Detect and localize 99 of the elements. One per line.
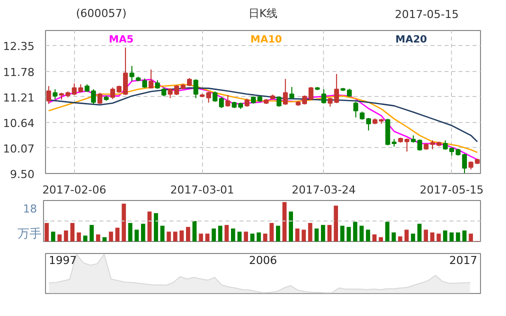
bar <box>385 222 390 242</box>
bar <box>346 226 351 242</box>
bar <box>64 230 68 242</box>
chart-title: (600057) <box>76 7 127 20</box>
bar <box>276 226 280 242</box>
bar <box>270 222 274 242</box>
bar <box>449 232 454 242</box>
bar <box>398 236 402 242</box>
bar <box>76 232 81 242</box>
bar <box>108 232 114 242</box>
y-tick-label: 11.21 <box>3 91 35 104</box>
y-axis-title: 万手 <box>17 226 42 241</box>
bar <box>83 236 88 242</box>
bar <box>392 232 396 242</box>
y-tick-label: 11.78 <box>3 66 35 79</box>
bar <box>70 222 75 242</box>
bar <box>282 202 287 242</box>
bar <box>212 228 216 242</box>
bar <box>166 232 171 242</box>
bar <box>263 234 268 242</box>
bar <box>366 230 370 242</box>
x-tick-label: 2017-05-15 <box>420 184 484 196</box>
bar <box>128 222 132 242</box>
bar <box>468 234 473 242</box>
y-tick-label: 12.35 <box>3 40 35 54</box>
bar <box>96 234 100 242</box>
text: MA10 <box>250 34 282 46</box>
bar <box>205 234 210 242</box>
bar <box>154 213 158 242</box>
bar <box>244 232 248 242</box>
bar <box>51 232 56 242</box>
y-tick-label: 10.64 <box>3 116 35 130</box>
candlestick <box>46 86 52 105</box>
text: 2017-05-15 <box>394 8 459 21</box>
bar <box>122 204 126 242</box>
x-tick-label: 2006 <box>249 254 278 268</box>
bar <box>288 212 294 242</box>
bar <box>456 232 460 242</box>
x-tick-label: 1997 <box>48 254 77 268</box>
candlestick <box>52 88 58 100</box>
bar <box>134 230 139 242</box>
bar <box>160 226 164 242</box>
bar <box>141 224 146 242</box>
bar <box>186 226 190 242</box>
bar <box>360 226 364 242</box>
candlestick <box>282 78 288 106</box>
text: MA5 <box>108 34 134 46</box>
bar <box>320 224 326 242</box>
bar <box>340 226 344 242</box>
bar <box>180 230 184 242</box>
bar <box>404 230 409 242</box>
x-tick-label: 2017-03-24 <box>292 184 356 196</box>
bar <box>436 234 441 242</box>
bar <box>424 230 428 242</box>
candlestick <box>97 92 102 105</box>
bar <box>44 222 49 242</box>
bar <box>353 222 358 242</box>
bar <box>308 222 312 242</box>
bar <box>417 224 422 242</box>
bar <box>250 234 254 242</box>
bar <box>295 228 300 242</box>
candlestick <box>353 101 358 118</box>
bar <box>173 232 178 242</box>
bar <box>224 224 229 242</box>
candlestick <box>142 78 148 88</box>
bar <box>198 234 204 242</box>
y-tick-label: 10.07 <box>3 142 35 156</box>
x-tick-label: 2017-03-01 <box>170 184 234 196</box>
x-tick-label: 2017 <box>449 254 478 268</box>
candlestick <box>321 88 326 104</box>
bar <box>314 228 319 242</box>
bar <box>327 224 332 242</box>
bar <box>102 237 107 242</box>
y-tick-label: 9.50 <box>10 168 35 181</box>
candlestick <box>193 78 198 99</box>
bar <box>90 224 94 242</box>
bar <box>256 232 261 242</box>
bar <box>302 230 306 242</box>
text: MA20 <box>395 34 428 46</box>
x-tick-label: 2017-02-06 <box>42 184 106 196</box>
bar <box>230 228 236 242</box>
bar <box>443 230 448 242</box>
bar <box>237 232 242 242</box>
bar <box>115 228 120 242</box>
bar <box>57 234 62 242</box>
bar <box>192 221 197 242</box>
bar <box>334 206 338 242</box>
text: 18 <box>23 202 38 216</box>
candlestick <box>148 69 154 89</box>
bar <box>218 226 222 242</box>
chart-subtitle: 日K线 <box>248 7 278 20</box>
bar <box>410 234 416 242</box>
candlestick <box>129 65 134 82</box>
candlestick <box>289 86 294 100</box>
bar <box>147 212 152 242</box>
bar <box>378 237 383 242</box>
bar <box>462 230 467 242</box>
bar <box>430 232 434 242</box>
bar <box>372 234 377 242</box>
